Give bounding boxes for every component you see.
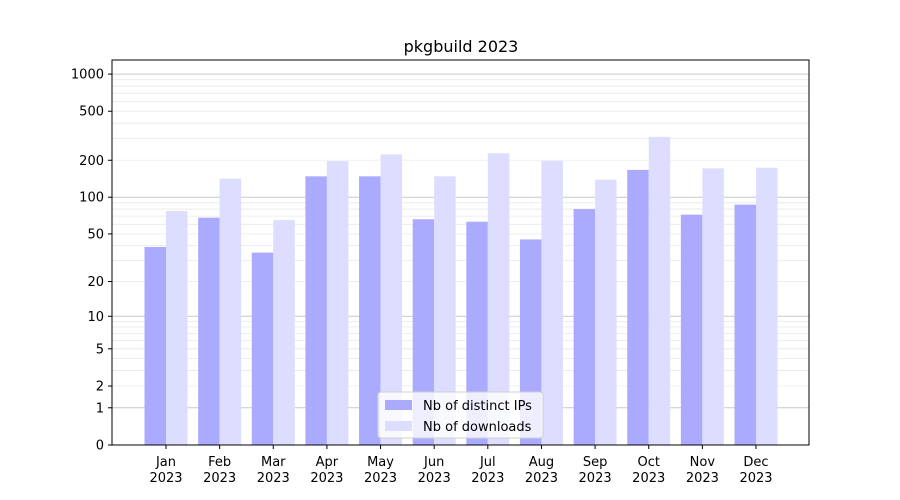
bar-downloads <box>541 160 563 445</box>
plot-frame <box>111 59 810 446</box>
x-tick-label: Jun 2023 <box>418 455 451 486</box>
bar-distinct-ips <box>198 217 220 445</box>
bar-downloads <box>326 161 349 445</box>
y-axis: 0 1 2 5 10 20 50 100 200 500 1000 <box>71 68 112 454</box>
y-tick-label: 500 <box>79 105 104 120</box>
x-tick-label: Apr 2023 <box>310 455 343 486</box>
bar-downloads <box>702 168 724 445</box>
bar-distinct-ips <box>466 221 488 445</box>
y-tick-label: 20 <box>87 275 104 290</box>
y-tick-label: 0 <box>96 439 104 454</box>
bar-distinct-ips <box>573 209 596 445</box>
x-tick-label: May 2023 <box>364 455 397 486</box>
y-tick-label: 5 <box>96 342 104 357</box>
x-tick-label: Nov 2023 <box>686 455 719 486</box>
bar-distinct-ips <box>144 246 166 445</box>
bar-downloads <box>648 136 671 445</box>
bar-distinct-ips <box>734 204 756 445</box>
bars <box>144 136 778 446</box>
bar-downloads <box>380 154 403 445</box>
chart-title: pkgbuild 2023 <box>404 37 519 56</box>
x-axis: Jan 2023 Feb 2023 Mar 2023 Apr 2023 May 2023 Jun 20… <box>149 445 773 486</box>
x-tick-label: Feb 2023 <box>203 455 236 486</box>
bar-distinct-ips <box>359 176 381 445</box>
legend-box <box>377 391 544 439</box>
y-tick-label: 50 <box>87 227 104 242</box>
x-tick-label: Oct 2023 <box>632 455 665 486</box>
legend: Nb of distinct IPs Nb of downloads <box>377 391 544 439</box>
bar-downloads <box>434 176 456 445</box>
legend-swatch <box>385 421 412 431</box>
legend-label: Nb of distinct IPs <box>423 399 532 414</box>
bar-downloads <box>166 211 188 445</box>
bar-downloads <box>219 178 242 445</box>
bar-downloads <box>595 179 617 446</box>
x-tick-label: Mar 2023 <box>257 455 290 486</box>
y-tick-label: 200 <box>79 154 104 169</box>
x-tick-label: Dec 2023 <box>739 455 772 486</box>
x-tick-label: Jan 2023 <box>149 455 182 486</box>
bar-distinct-ips <box>251 252 274 445</box>
x-tick-label: Aug 2023 <box>525 455 558 486</box>
bar-distinct-ips <box>412 219 435 445</box>
bar-distinct-ips <box>627 169 649 445</box>
y-tick-label: 100 <box>79 191 104 206</box>
y-tick-label: 1 <box>96 401 104 416</box>
bar-downloads <box>756 167 778 445</box>
y-tick-label: 10 <box>87 310 104 325</box>
bar-distinct-ips <box>680 214 703 445</box>
legend-swatch <box>385 400 412 410</box>
legend-label: Nb of downloads <box>423 420 532 435</box>
bar-downloads <box>487 153 510 445</box>
bar-distinct-ips <box>305 176 327 445</box>
y-tick-label: 2 <box>96 380 104 395</box>
x-tick-label: Jul 2023 <box>471 455 504 486</box>
bar-downloads <box>273 220 295 445</box>
x-tick-label: Sep 2023 <box>579 455 612 486</box>
y-tick-label: 1000 <box>71 68 104 83</box>
